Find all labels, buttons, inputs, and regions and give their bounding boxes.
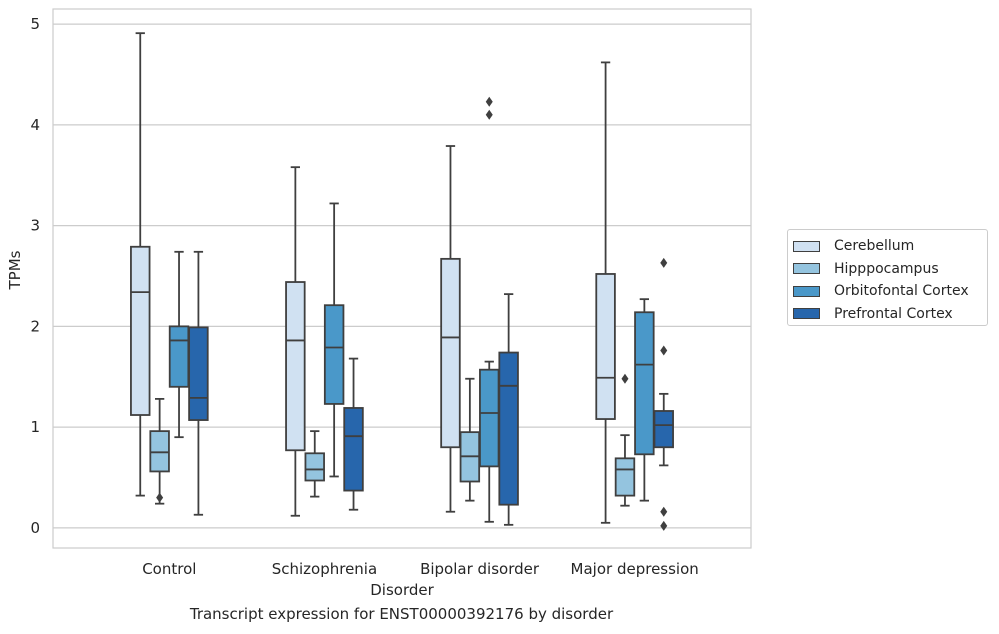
y-tick-label: 5	[30, 15, 40, 33]
y-tick-labels: 0 1 2 3 4 5	[30, 15, 40, 537]
box-body	[634, 311, 655, 456]
box-body	[323, 304, 345, 405]
legend-item: Prefrontal Cortex	[793, 303, 987, 326]
y-tick-label: 4	[30, 116, 40, 134]
box	[440, 145, 461, 513]
y-tick-label: 3	[30, 217, 40, 235]
box	[595, 61, 616, 524]
legend-label: Prefrontal Cortex	[834, 305, 953, 322]
box-body	[479, 368, 500, 468]
x-tick-label: Schizophrenia	[272, 560, 377, 578]
box	[459, 377, 481, 502]
legend-item: Hipppocampus	[793, 258, 987, 281]
box	[130, 32, 151, 497]
box-body	[595, 273, 616, 420]
box	[188, 250, 209, 516]
outlier-point	[485, 96, 493, 107]
legend-label: Hipppocampus	[834, 260, 939, 277]
outlier-point	[485, 109, 493, 120]
x-axis-label: Disorder	[370, 581, 434, 599]
legend-swatch	[793, 240, 820, 252]
y-tick-label: 2	[30, 317, 40, 335]
box	[149, 397, 170, 505]
legend-label: Cerebellum	[834, 238, 915, 255]
legend-swatch	[793, 285, 820, 297]
box-body	[304, 452, 325, 482]
box-body	[168, 325, 190, 388]
x-tick-labels: Control Schizophrenia Bipolar disorder Majo…	[142, 560, 699, 578]
box	[343, 357, 364, 511]
box-body	[188, 326, 209, 421]
box-body	[653, 410, 674, 449]
outlier-point	[156, 492, 164, 503]
x-tick-label: Bipolar disorder	[420, 560, 540, 578]
box-body	[343, 407, 364, 492]
box-body	[498, 351, 519, 506]
y-tick-label: 1	[30, 418, 40, 436]
box-body	[440, 257, 461, 449]
legend-item: Orbitofontal Cortex	[793, 280, 987, 303]
outlier-point	[660, 257, 668, 268]
outlier-point	[660, 345, 668, 356]
box-body	[149, 430, 170, 473]
outlier-point	[621, 373, 629, 384]
box	[498, 293, 519, 526]
box	[323, 202, 345, 478]
box-body	[285, 281, 306, 452]
legend-item: Cerebellum	[793, 235, 987, 258]
box-series	[130, 32, 674, 531]
box	[614, 373, 636, 507]
box	[634, 298, 655, 502]
chart-caption: Transcript expression for ENST0000039217…	[189, 605, 614, 623]
legend-swatch	[793, 263, 820, 275]
legend-swatch	[793, 308, 820, 320]
box-body	[130, 245, 151, 416]
box	[285, 166, 306, 517]
box	[304, 430, 325, 498]
y-tick-label: 0	[30, 519, 40, 537]
outlier-point	[660, 506, 668, 517]
box-body	[614, 457, 636, 497]
y-axis-label: TPMs	[6, 250, 24, 290]
outlier-point	[660, 520, 668, 531]
legend-label: Orbitofontal Cortex	[834, 283, 969, 300]
x-tick-label: Major depression	[571, 560, 699, 578]
box	[168, 250, 190, 439]
x-tick-label: Control	[142, 560, 196, 578]
legend: Cerebellum Hipppocampus Orbitofontal Corte…	[787, 229, 988, 326]
box	[653, 257, 674, 531]
